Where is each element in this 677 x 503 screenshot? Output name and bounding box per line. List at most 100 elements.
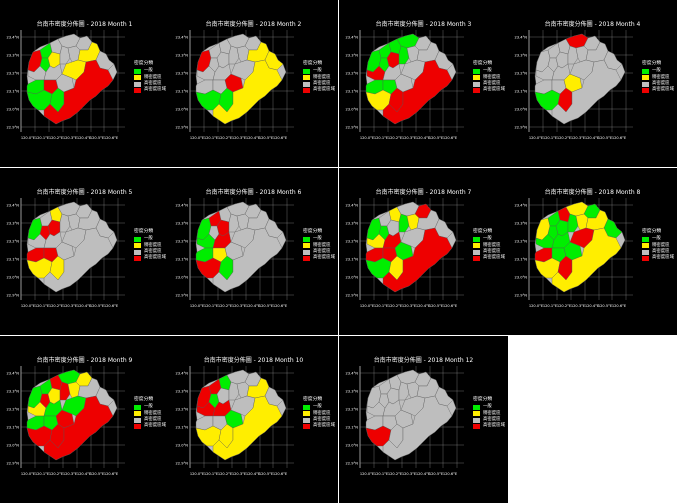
legend: 密度分類 一般 稍密度區 高密度區 高密度區域 (473, 61, 505, 94)
district-region (212, 59, 283, 125)
legend-swatch (642, 75, 649, 81)
legend-swatch (642, 81, 649, 87)
district-region (212, 227, 283, 293)
x-tick-label: 120.2°E (388, 136, 403, 140)
x-tick-label: 120.4°E (77, 136, 92, 140)
x-tick-label: 120.1°E (35, 472, 50, 476)
x-tick-label: 120.4°E (416, 136, 431, 140)
x-tick-label: 120.0°E (360, 472, 375, 476)
legend-swatch (642, 68, 649, 74)
district-map: 23.4°N 23.3°N 23.2°N 23.1°N 23.0°N 22.9°N 120.… (176, 366, 294, 476)
x-tick-label: 120.6°E (612, 304, 627, 308)
y-tick-label: 23.1°N (7, 426, 20, 430)
legend-label: 高密度區 (652, 249, 670, 255)
legend-title: 密度分類 (134, 61, 154, 66)
legend-swatch (134, 75, 141, 81)
legend-swatch (134, 424, 141, 430)
y-tick-label: 23.1°N (346, 426, 359, 430)
x-tick-label: 120.1°E (204, 304, 219, 308)
legend-label: 一般 (652, 236, 661, 242)
map-panel: 台南市密度分佈圖 - 2018 Month 12 23.4°N 23.3°N 23.2… (339, 336, 508, 503)
x-tick-label: 120.2°E (218, 472, 233, 476)
legend-swatch (303, 256, 310, 262)
legend: 密度分類 一般 稍密度區 高密度區 高密度區域 (642, 61, 674, 94)
legend-swatch (642, 249, 649, 255)
district-map: 23.4°N 23.3°N 23.2°N 23.1°N 23.0°N 22.9°N 120.… (176, 198, 294, 308)
legend-label: 高密度區 (483, 249, 501, 255)
district-map: 23.4°N 23.3°N 23.2°N 23.1°N 23.0°N 22.9°N 120.… (7, 30, 125, 140)
legend-title: 密度分類 (473, 397, 493, 402)
legend-label: 高密度區域 (144, 255, 166, 261)
legend-swatch (134, 236, 141, 242)
x-tick-label: 120.6°E (273, 472, 288, 476)
legend-item: 高密度區域 (642, 255, 674, 262)
y-tick-label: 23.3°N (346, 390, 359, 394)
district-map: 23.4°N 23.3°N 23.2°N 23.1°N 23.0°N 22.9°N 120.… (176, 30, 294, 140)
legend-label: 一般 (483, 236, 492, 242)
y-tick-label: 23.3°N (7, 390, 20, 394)
legend-item: 高密度區域 (642, 87, 674, 94)
legend-item: 高密度區域 (303, 255, 335, 262)
legend-label: 稍密度區 (144, 410, 162, 416)
y-tick-label: 23.4°N (346, 36, 359, 40)
x-tick-label: 120.6°E (273, 304, 288, 308)
y-tick-label: 23.4°N (515, 204, 528, 208)
x-tick-label: 120.3°E (571, 136, 586, 140)
legend-swatch (303, 411, 310, 417)
legend-label: 稍密度區 (483, 410, 501, 416)
y-tick-label: 23.2°N (346, 408, 359, 412)
map-panel: 台南市密度分佈圖 - 2018 Month 6 23.4°N 23.3°N 23.2°… (169, 168, 338, 335)
x-tick-label: 120.6°E (273, 136, 288, 140)
legend-swatch (134, 404, 141, 410)
legend-swatch (134, 411, 141, 417)
legend: 密度分類 一般 稍密度區 高密度區 高密度區域 (473, 229, 505, 262)
district-region (534, 89, 561, 111)
legend-item: 一般 (134, 404, 166, 410)
y-tick-label: 23.1°N (176, 426, 189, 430)
legend-item: 稍密度區 (134, 75, 166, 81)
x-tick-label: 120.3°E (63, 472, 78, 476)
x-tick-label: 120.1°E (204, 472, 219, 476)
district-region (365, 425, 392, 447)
y-tick-label: 22.9°N (7, 462, 20, 466)
legend-swatch (303, 88, 310, 94)
legend-label: 稍密度區 (483, 242, 501, 248)
x-tick-label: 120.4°E (416, 472, 431, 476)
y-tick-label: 23.0°N (346, 276, 359, 280)
x-tick-label: 120.1°E (543, 304, 558, 308)
map-panel: 台南市密度分佈圖 - 2018 Month 7 23.4°N 23.3°N 23.2°… (339, 168, 508, 335)
y-tick-label: 23.4°N (7, 372, 20, 376)
y-tick-label: 23.3°N (176, 222, 189, 226)
legend-swatch (303, 236, 310, 242)
x-tick-label: 120.4°E (246, 472, 261, 476)
x-tick-label: 120.5°E (259, 472, 274, 476)
y-tick-label: 23.0°N (176, 276, 189, 280)
legend-label: 高密度區 (313, 417, 331, 423)
legend-item: 高密度區 (473, 417, 505, 423)
legend-label: 高密度區域 (313, 423, 335, 429)
legend-swatch (642, 243, 649, 249)
y-tick-label: 23.4°N (176, 372, 189, 376)
x-tick-label: 120.2°E (49, 304, 64, 308)
legend-item: 高密度區域 (473, 87, 505, 94)
district-region (551, 227, 622, 293)
y-tick-label: 23.4°N (346, 204, 359, 208)
x-tick-label: 120.4°E (246, 304, 261, 308)
y-tick-label: 23.0°N (7, 444, 20, 448)
legend-swatch (303, 424, 310, 430)
legend-title: 密度分類 (134, 229, 154, 234)
y-tick-label: 23.0°N (346, 444, 359, 448)
x-tick-label: 120.0°E (529, 136, 544, 140)
legend-label: 稍密度區 (313, 242, 331, 248)
legend-label: 高密度區域 (483, 255, 505, 261)
y-tick-label: 22.9°N (176, 126, 189, 130)
panel-title: 台南市密度分佈圖 - 2018 Month 3 (375, 21, 472, 28)
legend-item: 一般 (642, 68, 674, 74)
legend-item: 一般 (134, 68, 166, 74)
legend-item: 一般 (642, 236, 674, 242)
y-tick-label: 23.1°N (7, 90, 20, 94)
legend-label: 一般 (144, 404, 153, 410)
legend-title: 密度分類 (642, 61, 662, 66)
legend-item: 高密度區 (303, 417, 335, 423)
legend-swatch (134, 417, 141, 423)
